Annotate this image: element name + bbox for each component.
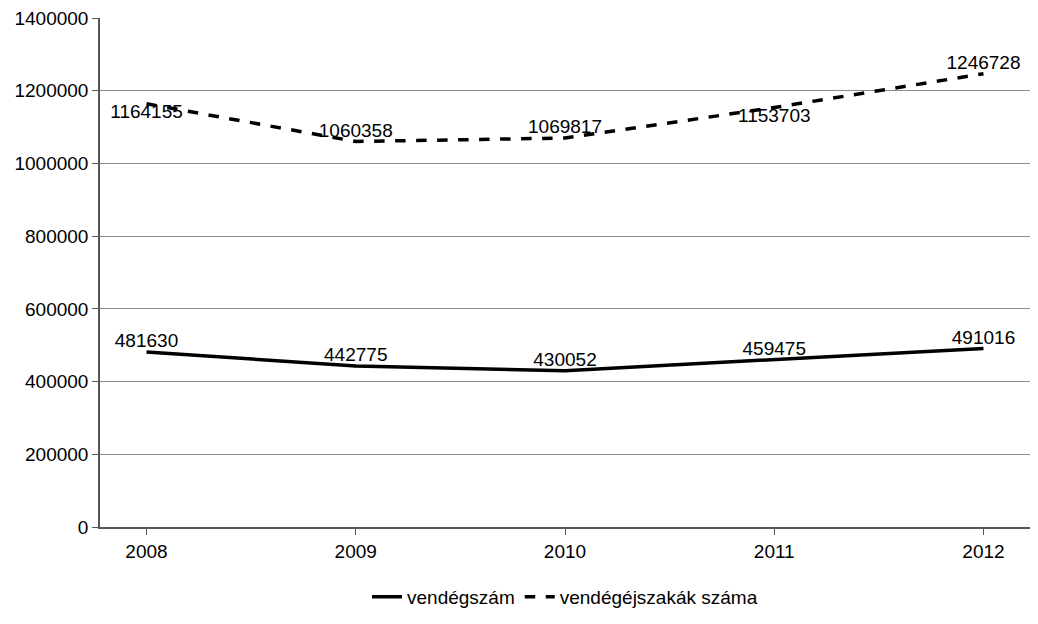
svg-text:800000: 800000 <box>25 226 88 247</box>
svg-text:1164155: 1164155 <box>110 101 183 122</box>
svg-text:2008: 2008 <box>125 541 167 562</box>
svg-text:600000: 600000 <box>25 299 88 320</box>
svg-text:1200000: 1200000 <box>14 80 88 101</box>
svg-text:2012: 2012 <box>962 541 1004 562</box>
svg-text:459475: 459475 <box>743 338 806 359</box>
svg-text:1153703: 1153703 <box>738 105 811 126</box>
svg-text:1060358: 1060358 <box>319 120 393 141</box>
svg-text:491016: 491016 <box>952 327 1015 348</box>
svg-text:400000: 400000 <box>25 371 88 392</box>
svg-text:1246728: 1246728 <box>947 52 1021 73</box>
svg-text:2011: 2011 <box>754 541 795 562</box>
svg-text:2010: 2010 <box>544 541 586 562</box>
svg-text:1000000: 1000000 <box>14 153 88 174</box>
svg-text:200000: 200000 <box>25 444 88 465</box>
svg-text:1400000: 1400000 <box>14 8 88 29</box>
svg-text:2009: 2009 <box>335 541 377 562</box>
svg-text:vendégszám: vendégszám <box>407 587 515 608</box>
svg-text:442775: 442775 <box>324 344 387 365</box>
svg-text:vendégéjszakák száma: vendégéjszakák száma <box>560 587 758 608</box>
svg-text:0: 0 <box>78 517 89 538</box>
svg-text:481630: 481630 <box>115 330 178 351</box>
svg-text:430052: 430052 <box>533 349 596 370</box>
svg-text:1069817: 1069817 <box>528 116 602 137</box>
